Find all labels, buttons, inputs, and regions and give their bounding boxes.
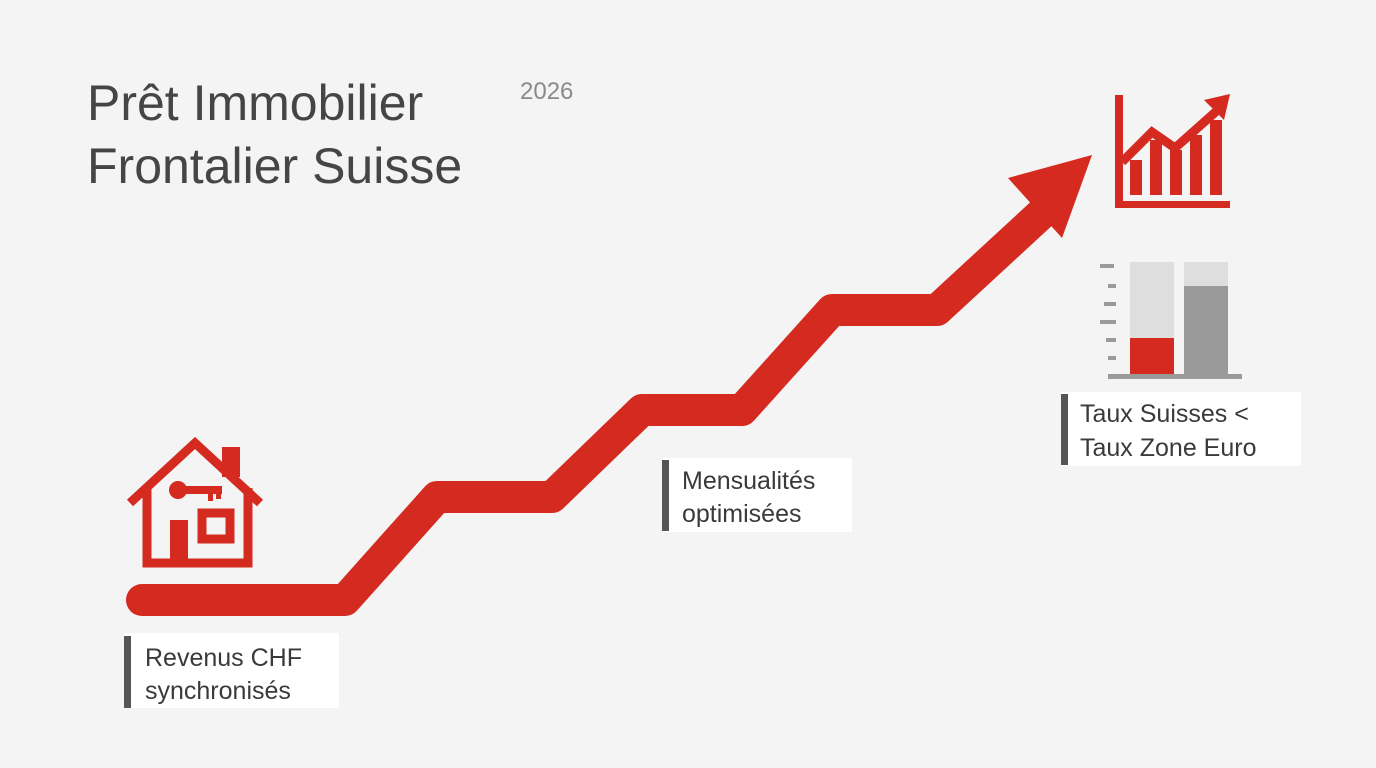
title-line: Prêt Immobilier bbox=[87, 75, 423, 131]
title-line: Frontalier Suisse bbox=[87, 138, 462, 194]
house-icon bbox=[126, 436, 264, 568]
label-text: synchronisés bbox=[145, 677, 291, 705]
growth-icon bbox=[1115, 94, 1230, 208]
label-box bbox=[124, 633, 339, 708]
year: 2026 bbox=[520, 78, 573, 105]
arrow-head bbox=[1008, 155, 1092, 238]
growth-arrow bbox=[126, 199, 1056, 616]
label-text: Taux Suisses < bbox=[1080, 400, 1249, 428]
label-text: Taux Zone Euro bbox=[1080, 434, 1257, 462]
label-box bbox=[662, 458, 852, 532]
label-bar bbox=[1061, 394, 1068, 465]
label-text: Revenus CHF bbox=[145, 644, 302, 672]
label-bar bbox=[124, 636, 131, 708]
label-text: optimisées bbox=[682, 500, 802, 528]
label-bar bbox=[662, 460, 669, 531]
label-box bbox=[1061, 392, 1301, 466]
comparison-icon bbox=[1100, 262, 1242, 379]
label-text: Mensualités bbox=[682, 467, 815, 495]
